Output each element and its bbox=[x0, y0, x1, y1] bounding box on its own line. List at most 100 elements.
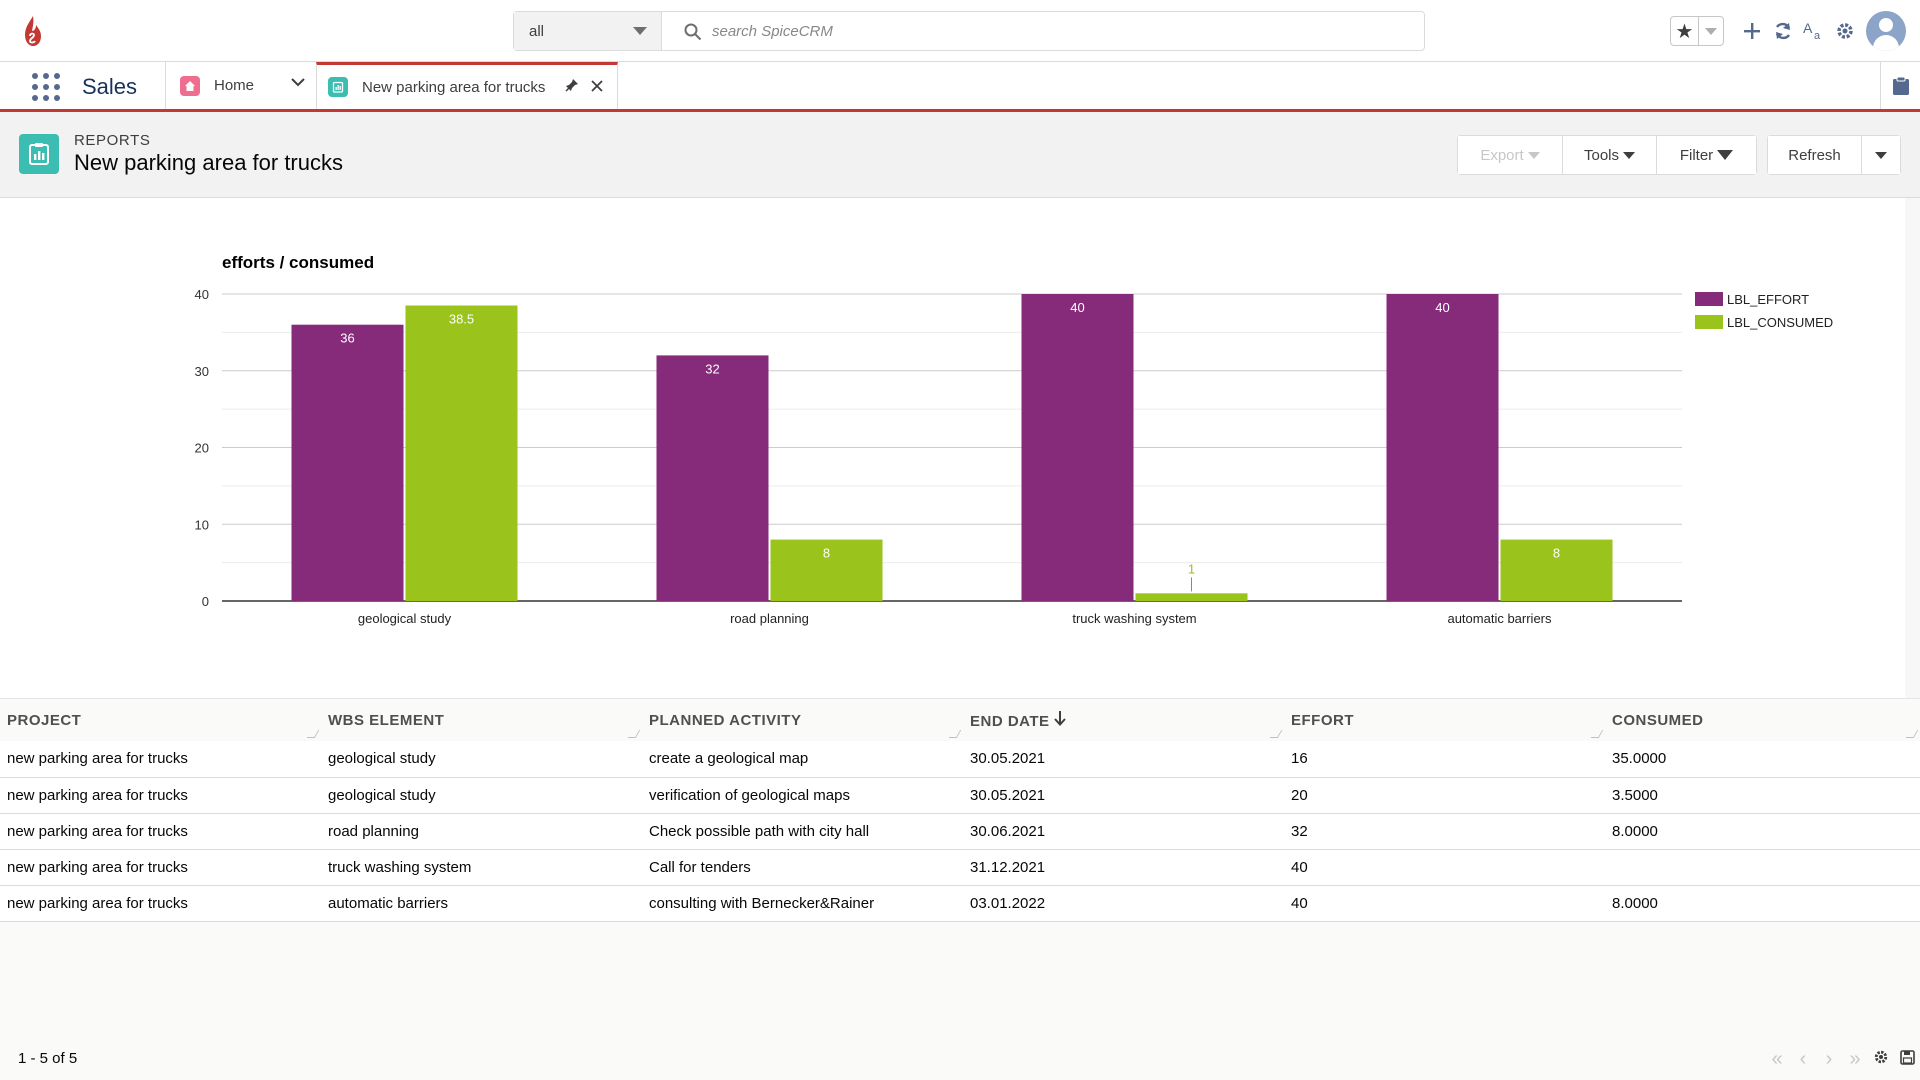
app-launcher-icon[interactable] bbox=[32, 73, 60, 101]
cell-wbs-element: truck washing system bbox=[321, 849, 642, 886]
x-tick-label: automatic barriers bbox=[1447, 611, 1552, 626]
data-label: 40 bbox=[1070, 300, 1084, 315]
chevron-down-icon bbox=[633, 27, 647, 35]
utility-panel-button[interactable] bbox=[1880, 62, 1920, 109]
refresh-label: Refresh bbox=[1788, 146, 1841, 164]
scrollbar[interactable] bbox=[1905, 198, 1920, 698]
refresh-button[interactable]: Refresh bbox=[1768, 136, 1862, 174]
y-tick-label: 40 bbox=[195, 287, 209, 302]
column-label: END DATE bbox=[970, 712, 1050, 730]
data-label: 36 bbox=[340, 331, 354, 346]
search-input[interactable] bbox=[712, 12, 1424, 50]
gear-icon[interactable] bbox=[1829, 11, 1860, 51]
column-label: EFFORT bbox=[1291, 711, 1354, 729]
cell-planned-activity: consulting with Bernecker&Rainer bbox=[642, 885, 963, 922]
close-icon[interactable] bbox=[591, 75, 603, 98]
chevron-down-icon[interactable] bbox=[291, 74, 305, 92]
bar-lbl-consumed bbox=[1135, 593, 1248, 601]
search-scope-value: all bbox=[529, 22, 545, 40]
cell-consumed: 8.0000 bbox=[1605, 885, 1920, 922]
column-resize-handle[interactable] bbox=[1905, 730, 1919, 738]
cell-effort: 40 bbox=[1284, 849, 1605, 886]
column-header-end-date[interactable]: END DATE bbox=[963, 699, 1284, 741]
page-title: New parking area for trucks bbox=[74, 150, 343, 175]
refresh-actions: Refresh bbox=[1767, 135, 1901, 175]
chevron-down-icon bbox=[1705, 27, 1717, 35]
bar-lbl-consumed bbox=[1500, 539, 1613, 601]
bar-lbl-effort bbox=[1021, 294, 1134, 601]
search-scope-select[interactable]: all bbox=[514, 12, 662, 50]
export-button[interactable]: Export bbox=[1458, 136, 1563, 174]
navigation-bar: Sales Home New parking area for trucks bbox=[0, 62, 1920, 112]
module-label: REPORTS bbox=[74, 132, 151, 149]
global-header: all ★ Aa bbox=[0, 0, 1920, 62]
cell-project: new parking area for trucks bbox=[0, 777, 321, 814]
cell-wbs-element: road planning bbox=[321, 813, 642, 850]
column-resize-handle[interactable] bbox=[1269, 730, 1283, 738]
first-page-icon[interactable]: « bbox=[1771, 1048, 1783, 1070]
column-resize-handle[interactable] bbox=[627, 730, 641, 738]
app-name: Sales bbox=[82, 74, 138, 99]
add-icon[interactable] bbox=[1736, 11, 1767, 51]
column-resize-handle[interactable] bbox=[948, 730, 962, 738]
refresh-icon[interactable] bbox=[1767, 11, 1798, 51]
tab-home[interactable]: Home bbox=[165, 62, 315, 109]
export-label: Export bbox=[1480, 146, 1524, 164]
y-tick-label: 0 bbox=[202, 594, 209, 609]
spicecrm-logo[interactable] bbox=[20, 14, 46, 48]
chevron-down-icon bbox=[1875, 151, 1887, 159]
cell-consumed: 8.0000 bbox=[1605, 813, 1920, 850]
next-page-icon[interactable]: › bbox=[1825, 1048, 1833, 1070]
report-icon bbox=[328, 77, 348, 97]
column-header-project[interactable]: PROJECT bbox=[0, 699, 321, 741]
previous-page-icon[interactable]: ‹ bbox=[1799, 1048, 1807, 1070]
column-header-wbs-element[interactable]: WBS ELEMENT bbox=[321, 699, 642, 741]
chart-title: efforts / consumed bbox=[222, 253, 374, 272]
table-row[interactable]: new parking area for trucks automatic ba… bbox=[0, 885, 1920, 922]
table-row[interactable]: new parking area for trucks road plannin… bbox=[0, 813, 1920, 850]
cell-consumed: 3.5000 bbox=[1605, 777, 1920, 814]
gear-icon[interactable] bbox=[1868, 1048, 1894, 1071]
list-footer: 1 - 5 of 5 « ‹ › » bbox=[0, 1008, 1920, 1080]
filter-button[interactable]: Filter bbox=[1657, 136, 1756, 174]
cell-consumed: 35.0000 bbox=[1605, 741, 1920, 778]
table-header-row: PROJECT WBS ELEMENT PLANNED ACTIVITY END… bbox=[0, 699, 1920, 741]
cell-effort: 40 bbox=[1284, 885, 1605, 922]
global-search: all bbox=[513, 11, 1425, 51]
cell-end-date: 30.05.2021 bbox=[963, 777, 1284, 814]
cell-end-date: 03.01.2022 bbox=[963, 885, 1284, 922]
favorites-dropdown[interactable] bbox=[1699, 27, 1723, 35]
column-resize-handle[interactable] bbox=[1590, 730, 1604, 738]
column-header-consumed[interactable]: CONSUMED bbox=[1605, 699, 1920, 741]
pin-icon[interactable] bbox=[565, 78, 579, 96]
data-label: 38.5 bbox=[449, 312, 474, 327]
clipboard-icon bbox=[1892, 76, 1909, 95]
save-icon[interactable] bbox=[1894, 1048, 1920, 1071]
report-table-container: PROJECT WBS ELEMENT PLANNED ACTIVITY END… bbox=[0, 698, 1920, 1008]
more-actions-dropdown[interactable] bbox=[1862, 136, 1900, 174]
tab-report[interactable]: New parking area for trucks bbox=[316, 62, 618, 109]
svg-text:a: a bbox=[1814, 30, 1821, 41]
bar-lbl-consumed bbox=[405, 305, 518, 601]
tab-home-label: Home bbox=[214, 77, 255, 94]
legend-swatch bbox=[1695, 315, 1723, 329]
column-resize-handle[interactable] bbox=[306, 730, 320, 738]
user-avatar[interactable] bbox=[1866, 11, 1906, 51]
table-row[interactable]: new parking area for trucks truck washin… bbox=[0, 849, 1920, 886]
column-label: CONSUMED bbox=[1612, 711, 1704, 729]
tab-report-label: New parking area for trucks bbox=[362, 78, 546, 96]
last-page-icon[interactable]: » bbox=[1849, 1048, 1861, 1070]
tools-button[interactable]: Tools bbox=[1563, 136, 1657, 174]
table-row[interactable]: new parking area for trucks geological s… bbox=[0, 741, 1920, 778]
pagination: « ‹ › » bbox=[1764, 1048, 1920, 1071]
chevron-down-icon bbox=[1527, 151, 1540, 159]
favorite-star-icon[interactable]: ★ bbox=[1671, 17, 1699, 45]
data-label: 8 bbox=[823, 546, 830, 561]
column-header-effort[interactable]: EFFORT bbox=[1284, 699, 1605, 741]
column-header-planned-activity[interactable]: PLANNED ACTIVITY bbox=[642, 699, 963, 741]
favorites-button[interactable]: ★ bbox=[1670, 16, 1724, 46]
cell-wbs-element: geological study bbox=[321, 777, 642, 814]
table-row[interactable]: new parking area for trucks geological s… bbox=[0, 777, 1920, 814]
data-label: 8 bbox=[1553, 546, 1560, 561]
